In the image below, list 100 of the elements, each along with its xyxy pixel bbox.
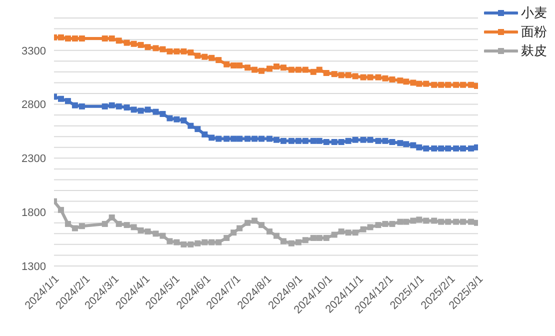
- point: [453, 145, 460, 152]
- point: [258, 222, 265, 228]
- point: [331, 139, 338, 145]
- point: [310, 138, 316, 144]
- point: [160, 46, 166, 52]
- point: [316, 138, 322, 144]
- legend-label: 麸皮: [521, 43, 547, 60]
- point: [310, 68, 316, 75]
- point: [416, 80, 422, 87]
- point: [367, 136, 374, 143]
- point: [166, 238, 173, 244]
- point: [230, 230, 237, 236]
- point: [382, 220, 388, 227]
- point: [188, 241, 194, 248]
- point: [202, 239, 208, 246]
- y-tick-label: 2800: [22, 99, 46, 112]
- point: [108, 102, 115, 108]
- point: [345, 230, 352, 236]
- point: [144, 228, 151, 234]
- point: [152, 45, 159, 52]
- point: [389, 76, 396, 82]
- point: [244, 220, 251, 226]
- point: [116, 220, 122, 227]
- point: [410, 142, 416, 148]
- point: [78, 35, 85, 42]
- point: [202, 54, 208, 60]
- point: [124, 40, 130, 46]
- point: [236, 62, 243, 68]
- point: [295, 66, 302, 73]
- point: [316, 234, 322, 241]
- point: [266, 228, 272, 234]
- point: [208, 134, 215, 141]
- point: [375, 222, 382, 228]
- point: [244, 64, 251, 71]
- point: [108, 35, 115, 42]
- point: [352, 136, 358, 143]
- point: [389, 220, 396, 227]
- point: [438, 218, 444, 225]
- point: [236, 225, 243, 232]
- point: [194, 126, 201, 132]
- point: [252, 218, 258, 224]
- point: [280, 238, 286, 244]
- point: [273, 64, 280, 70]
- point: [252, 136, 258, 142]
- point: [460, 218, 466, 225]
- point: [316, 66, 322, 73]
- point: [130, 106, 137, 113]
- point: [431, 218, 438, 224]
- point: [438, 82, 444, 88]
- point: [445, 82, 452, 88]
- point: [352, 73, 358, 80]
- point: [102, 35, 108, 42]
- point: [338, 139, 344, 145]
- point: [124, 222, 130, 228]
- point: [360, 136, 366, 143]
- point: [116, 38, 122, 44]
- point: [188, 122, 194, 129]
- y-tick-label: 1300: [22, 260, 46, 273]
- point: [166, 48, 173, 54]
- point: [397, 78, 404, 84]
- point: [230, 136, 237, 142]
- point: [295, 138, 302, 144]
- point: [266, 136, 272, 142]
- point: [397, 140, 404, 146]
- point: [180, 48, 187, 54]
- point: [280, 138, 286, 144]
- point: [64, 35, 71, 42]
- point: [453, 82, 460, 88]
- point: [58, 34, 64, 40]
- point: [389, 139, 396, 145]
- point: [216, 239, 222, 246]
- point: [360, 74, 366, 80]
- point: [375, 74, 382, 80]
- point: [375, 138, 382, 144]
- legend-label: 面粉: [521, 24, 547, 41]
- point: [323, 70, 330, 76]
- point: [174, 116, 180, 122]
- point: [438, 145, 444, 152]
- point: [345, 72, 352, 78]
- point: [302, 138, 308, 144]
- point: [72, 225, 78, 232]
- point: [410, 218, 416, 224]
- point: [258, 68, 265, 74]
- point: [367, 74, 374, 80]
- point: [138, 108, 144, 114]
- point: [216, 136, 222, 142]
- point: [338, 72, 344, 78]
- point: [323, 139, 330, 145]
- point: [174, 48, 180, 54]
- point: [423, 145, 430, 152]
- point: [416, 216, 422, 223]
- point: [180, 117, 187, 124]
- point: [166, 115, 173, 122]
- point: [124, 104, 130, 110]
- point: [72, 35, 78, 42]
- point: [266, 66, 272, 72]
- point: [138, 227, 144, 234]
- legend-label: 小麦: [521, 5, 547, 22]
- point: [403, 141, 410, 148]
- point: [302, 237, 308, 244]
